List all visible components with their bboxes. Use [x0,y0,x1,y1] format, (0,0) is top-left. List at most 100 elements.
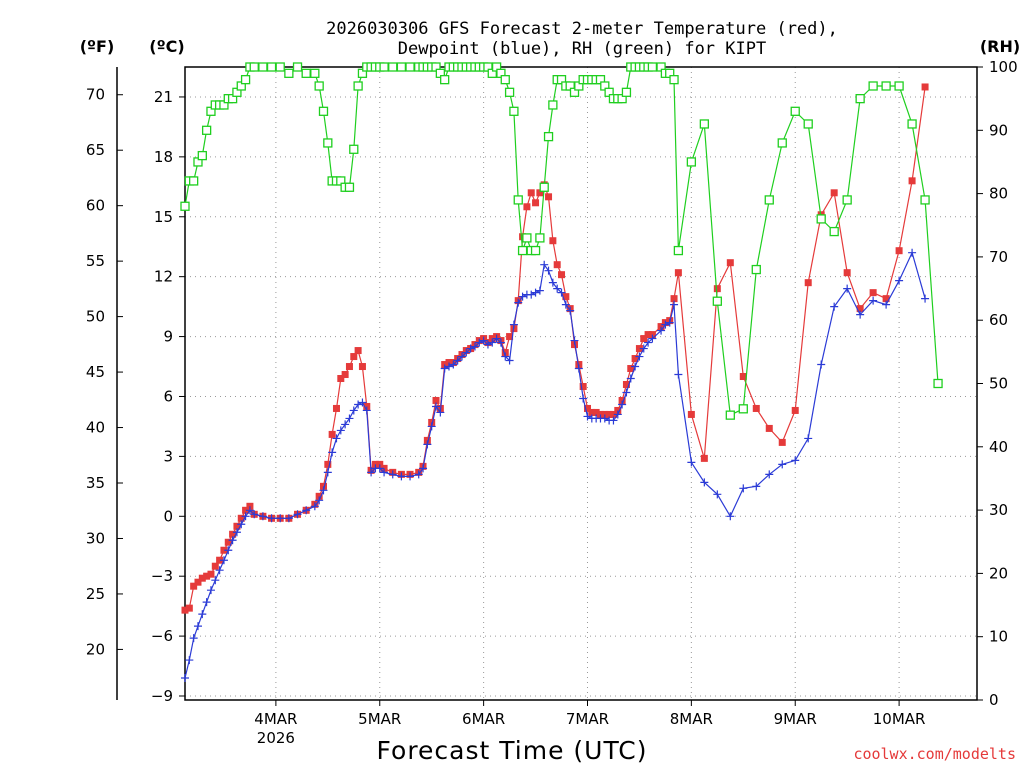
dewpoint-point [336,426,345,435]
temperature-point [350,353,358,361]
temperature-point [553,261,561,269]
dewpoint-point [436,408,445,417]
dewpoint-point [380,468,389,477]
temperature-point [869,289,877,297]
dewpoint-point [791,456,800,465]
rh-point [777,138,787,148]
dewpoint-point [349,406,358,415]
dewpoint-point [501,352,510,361]
rh-point [266,62,277,72]
rh-unit-label: (RH) [980,37,1020,56]
dewpoint-point [531,288,540,297]
dewpoint-point [622,388,631,397]
temperature-point [921,83,929,91]
rh-point [396,62,407,72]
dewpoint-point [367,468,376,477]
chart-title-line-1: 2026030306 GFS Forecast 2-meter Temperat… [326,19,838,39]
temperature-point [856,305,864,313]
x-tick-label: 8MAR [670,710,713,728]
fahrenheit-tick-label: 55 [86,252,105,270]
rh-tick-label: 0 [989,691,999,709]
temperature-point [532,199,540,207]
celsius-tick-label: 0 [163,507,173,525]
temperature-point [341,371,349,379]
plot-frame [184,66,978,701]
rh-tick-label: 30 [989,501,1008,519]
temperature-point [216,556,224,564]
rh-point [310,68,320,78]
celsius-tick-label: −6 [151,627,173,645]
temperature-point [432,396,440,404]
dewpoint-point [609,416,618,425]
temperature-point [739,373,747,381]
temperature-point [791,406,799,414]
fahrenheit-tick-label: 45 [86,363,105,381]
rh-tick-label: 10 [989,628,1008,646]
dewpoint-point [856,310,865,319]
dewpoint-line [184,250,926,679]
rh-point [197,150,207,161]
dewpoint-point [665,318,674,327]
dewpoint-point [181,674,189,683]
rh-point [803,119,813,129]
dewpoint-point [544,266,553,275]
temperature-point [726,259,734,267]
rh-point [201,125,212,135]
rh-point [517,245,528,256]
rh-point [855,94,865,104]
dewpoint-point [631,362,640,371]
rh-point [548,100,558,110]
temperature-point [506,333,514,341]
rh-point [504,87,515,97]
dewpoint-point [561,300,570,309]
rh-point [712,296,722,306]
dewpoint-point [514,298,523,307]
rh-point [907,119,917,129]
temperature-point [332,404,340,412]
temperature-point [558,271,566,279]
dewpoint-point [700,478,709,487]
dewpoint-point [315,496,324,505]
dewpoint-point [895,276,904,285]
dewpoint-point [241,512,250,521]
dewpoint-point [475,338,484,347]
rh-point [829,226,839,237]
rh-point [353,81,363,91]
temperature-point [523,203,531,211]
dewpoint-point [457,352,466,361]
temperature-point [562,293,570,301]
rh-point [314,81,324,91]
dewpoint-point [202,598,211,607]
fahrenheit-tick-label: 20 [86,640,105,658]
rh-point [240,75,251,85]
rh-point [868,81,878,91]
dewpoint-point [830,302,839,311]
temperature-point [830,189,838,197]
dewpoint-point [397,472,406,481]
fahrenheit-tick-label: 70 [86,86,105,104]
dewpoint-point [817,360,826,369]
dewpoint-point [198,610,207,619]
dewpoint-point [319,486,328,495]
temperature-point [687,410,695,418]
dewpoint-point [258,512,267,521]
dewpoint-point [639,344,648,353]
dewpoint-point [323,468,332,477]
temperature-point [198,574,206,582]
dewpoint-point [644,338,653,347]
x-tick-label: 7MAR [566,710,609,728]
celsius-tick-label: 3 [163,447,173,465]
dewpoint-point [470,342,479,351]
celsius-tick-label: 21 [154,88,173,106]
celsius-tick-label: −3 [151,567,173,585]
rh-point [881,81,891,91]
dewpoint-point [752,482,761,491]
temperature-point [605,410,613,418]
series-layer [180,62,943,683]
dewpoint-point [661,320,670,329]
rh-tick-label: 20 [989,564,1008,582]
rh-point [349,144,359,154]
fahrenheit-tick-label: 25 [86,585,105,603]
celsius-unit-label: (ºC) [149,37,184,56]
temperature-point [622,380,630,388]
